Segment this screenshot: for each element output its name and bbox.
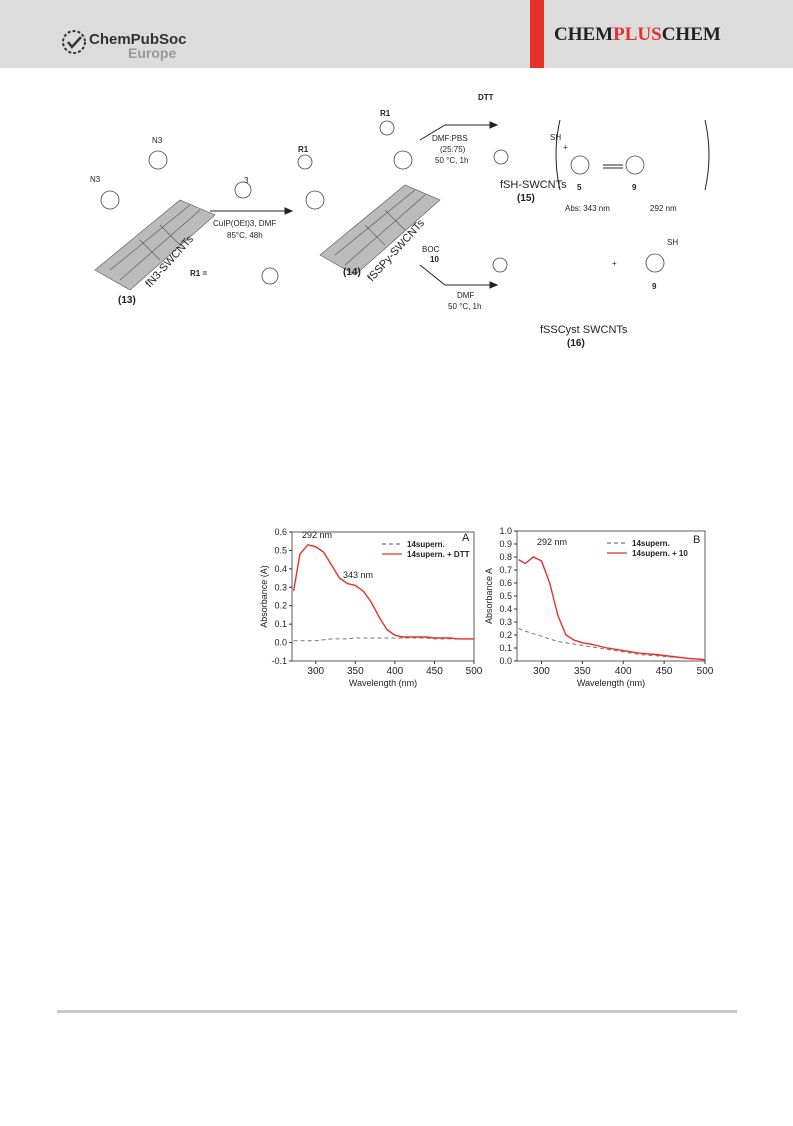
- annotation: 292 nm: [537, 537, 567, 547]
- y-tick-label: 0.0: [499, 656, 512, 666]
- panel-label: B: [693, 534, 700, 546]
- label: 9: [632, 183, 637, 192]
- nanotube-14: [319, 184, 441, 276]
- x-tick-label: 400: [615, 666, 632, 677]
- plot-frame: [291, 531, 475, 662]
- x-tick-label: 450: [426, 666, 443, 677]
- header-band: [0, 0, 793, 68]
- x-tick-label: 450: [656, 666, 673, 677]
- y-tick-label: 0.5: [274, 545, 287, 555]
- x-tick-label: 300: [533, 666, 550, 677]
- label: N3: [90, 175, 101, 184]
- label: SH: [667, 238, 678, 247]
- legend-label: 14supern.: [632, 539, 670, 548]
- publisher: ChemPubSoc: [89, 31, 187, 48]
- label: DMF: [457, 291, 474, 300]
- legend-label: 14supern.: [407, 540, 445, 549]
- x-tick-label: 500: [466, 666, 483, 677]
- x-tick-label: 350: [347, 666, 364, 677]
- y-tick-label: 0.6: [499, 578, 512, 588]
- y-tick-label: 0.1: [274, 619, 287, 629]
- label: 10: [430, 255, 439, 264]
- label: 292 nm: [650, 204, 677, 213]
- legend-label: 14supern. + 10: [632, 549, 688, 558]
- label: +: [563, 143, 568, 152]
- logo-icon: [62, 30, 86, 54]
- annotation: 292 nm: [302, 530, 332, 540]
- rings: [100, 120, 665, 285]
- label: CuIP(OEt)3, DMF: [213, 219, 276, 228]
- label: 50 °C, 1h: [448, 302, 481, 311]
- y-tick-label: -0.1: [271, 656, 287, 666]
- label: 3: [244, 176, 249, 185]
- label: (15): [517, 193, 535, 204]
- y-tick-label: 0.1: [499, 643, 512, 653]
- label: R1: [298, 145, 309, 154]
- y-tick-label: 0.2: [499, 630, 512, 640]
- label: 85°C, 48h: [227, 231, 263, 240]
- y-tick-label: 0.3: [499, 617, 512, 627]
- label: DMF:PBS: [432, 134, 468, 143]
- label: (25:75): [440, 145, 466, 154]
- label: Abs: 343 nm: [565, 204, 610, 213]
- label: (13): [118, 295, 136, 306]
- label: DTT: [478, 93, 494, 102]
- label: 50 °C, 1h: [435, 156, 468, 165]
- y-tick-label: 0.5: [499, 591, 512, 601]
- label: BOC: [422, 245, 440, 254]
- series-line: [518, 628, 706, 661]
- label: SH: [550, 133, 561, 142]
- label: N3: [152, 136, 163, 145]
- y-axis-label: Absorbance (A): [259, 565, 269, 628]
- legend-label: 14supern. + DTT: [407, 550, 470, 559]
- label: 5: [577, 183, 582, 192]
- y-tick-label: 0.6: [274, 527, 287, 537]
- y-tick-label: 0.4: [274, 564, 287, 574]
- label: R1: [380, 109, 391, 118]
- y-tick-label: 0.8: [499, 552, 512, 562]
- journal: CHEMPLUSCHEM: [554, 24, 721, 45]
- label: (14): [343, 267, 361, 278]
- y-tick-label: 0.2: [274, 601, 287, 611]
- annotation: 343 nm: [343, 570, 373, 580]
- journal-c: CHEM: [662, 24, 721, 45]
- nanotube-13: [94, 199, 216, 291]
- y-tick-label: 0.3: [274, 582, 287, 592]
- label: fSH-SWCNTs: [500, 179, 567, 191]
- journal-a: CHEM: [554, 24, 613, 45]
- x-tick-label: 500: [697, 666, 714, 677]
- y-tick-label: 0.9: [499, 539, 512, 549]
- publisher-sub: Europe: [128, 45, 176, 61]
- journal-b: PLUS: [613, 24, 662, 45]
- brackets: [555, 119, 710, 191]
- series-line: [518, 556, 706, 661]
- journal-bar: [530, 0, 544, 68]
- x-axis-label: Wavelength (nm): [349, 678, 417, 688]
- label: (16): [567, 338, 585, 349]
- x-axis-label: Wavelength (nm): [577, 678, 645, 688]
- y-tick-label: 0.0: [274, 638, 287, 648]
- y-axis-label: Absorbance A: [484, 568, 494, 624]
- label: +: [612, 259, 617, 268]
- y-tick-label: 0.7: [499, 565, 512, 575]
- series-line: [292, 544, 474, 640]
- label: 9: [652, 282, 657, 291]
- label: R1 =: [190, 269, 207, 278]
- logo-check: [67, 36, 82, 49]
- x-tick-label: 300: [307, 666, 324, 677]
- x-tick-label: 400: [387, 666, 404, 677]
- y-tick-label: 1.0: [499, 526, 512, 536]
- series-line: [293, 637, 474, 642]
- x-tick-label: 350: [574, 666, 591, 677]
- scheme: N3 N3 fN3-SWCNTs (13) 3 CuIP(OEt)3, DMF …: [90, 93, 710, 349]
- y-tick-label: 0.4: [499, 604, 512, 614]
- arrows: [210, 121, 623, 289]
- label: fSSCyst SWCNTs: [540, 324, 628, 336]
- panel-label: A: [462, 532, 470, 544]
- footer-rule: [57, 1010, 737, 1013]
